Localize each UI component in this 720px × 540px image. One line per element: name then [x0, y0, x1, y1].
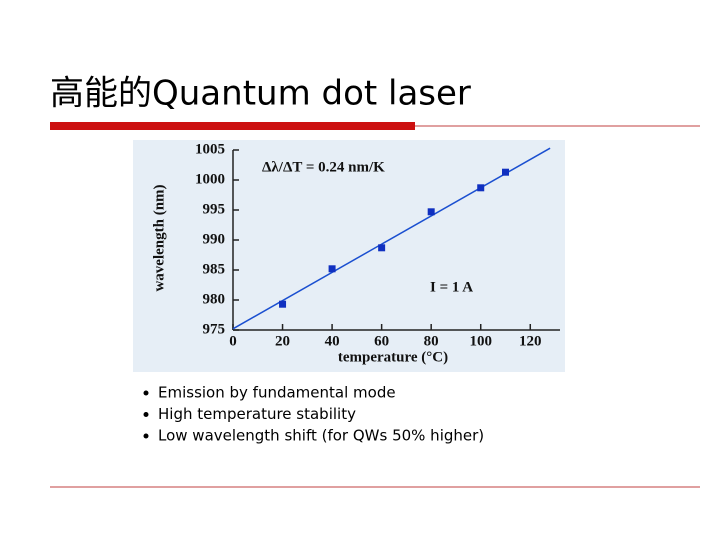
point: [502, 168, 509, 176]
slide-title: 高能的Quantum dot laser: [50, 74, 471, 114]
x-tick-label: 40: [325, 333, 340, 349]
y-tick-label: 980: [203, 291, 226, 307]
y-tick-label: 985: [203, 261, 226, 277]
x-tick-label: 80: [424, 333, 439, 349]
accent-bar: [50, 122, 415, 130]
y-tick-label: 975: [203, 321, 226, 337]
bullet-text: Low wavelength shift (for QWs 50% higher…: [158, 427, 484, 445]
x-tick-label: 60: [374, 333, 389, 349]
point: [477, 184, 485, 192]
y-tick-label: 1005: [195, 141, 225, 157]
point: [427, 208, 435, 216]
point: [279, 300, 287, 308]
bullet-dot: [143, 433, 149, 439]
y-tick-label: 1000: [195, 171, 225, 187]
x-tick-label: 120: [519, 333, 542, 349]
annotation: Δλ/ΔT = 0.24 nm/K: [262, 159, 385, 175]
x-tick-label: 20: [275, 333, 290, 349]
plot-background: [133, 140, 565, 372]
point: [378, 244, 386, 252]
y-axis-label: wavelength (nm): [151, 184, 167, 291]
point: [328, 265, 336, 273]
fit-line: [232, 147, 551, 330]
bullet-dot: [143, 390, 149, 396]
x-axis-label: temperature (°C): [338, 349, 448, 365]
y-tick-label: 990: [203, 231, 226, 247]
bullet-dot: [143, 412, 149, 417]
annotation: I = 1 A: [430, 279, 473, 295]
x-tick-label: 0: [229, 333, 237, 349]
y-tick-label: 995: [203, 201, 226, 217]
bullet-text: High temperature stability: [158, 405, 356, 423]
bullet-text: Emission by fundamental mode: [158, 384, 396, 402]
x-tick-label: 100: [469, 333, 492, 349]
